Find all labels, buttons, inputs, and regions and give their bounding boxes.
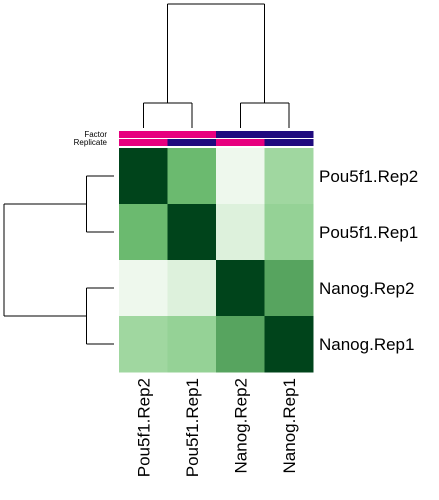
heatmap-cell: [167, 316, 217, 373]
row-label: Pou5f1.Rep1: [319, 223, 418, 242]
heatmap-cell: [264, 260, 314, 317]
annotation-labels: Factor Replicate: [74, 130, 108, 147]
column-label: Pou5f1.Rep1: [183, 378, 202, 477]
heatmap-cell: [264, 148, 314, 205]
annotation-bars: [119, 131, 314, 146]
column-label: Nanog.Rep1: [280, 378, 299, 473]
annotation-cell-replicate: [216, 139, 265, 146]
heatmap-cell: [216, 260, 265, 317]
annotation-cell-replicate: [167, 139, 217, 146]
annotation-label-factor: Factor: [84, 130, 107, 139]
annotation-cell-replicate: [119, 139, 168, 146]
heatmap-cell: [119, 204, 168, 261]
heatmap-cell: [167, 204, 217, 261]
heatmap-cell: [264, 204, 314, 261]
column-label: Pou5f1.Rep2: [134, 378, 153, 477]
column-dendrogram: [142, 3, 290, 128]
heatmap-cell: [216, 204, 265, 261]
row-dendrogram: [3, 175, 114, 345]
annotation-cell-factor: [216, 131, 265, 138]
row-labels: Pou5f1.Rep2 Pou5f1.Rep1 Nanog.Rep2 Nanog…: [319, 167, 418, 354]
annotation-cell-factor: [119, 131, 168, 138]
annotation-label-replicate: Replicate: [74, 138, 108, 147]
row-label: Nanog.Rep2: [319, 279, 414, 298]
heatmap-cell: [167, 148, 217, 205]
row-label: Nanog.Rep1: [319, 335, 414, 354]
heatmap-cell: [216, 148, 265, 205]
row-label: Pou5f1.Rep2: [319, 167, 418, 186]
heatmap-cells: [119, 148, 314, 373]
annotation-cell-factor: [264, 131, 314, 138]
annotation-cell-factor: [167, 131, 217, 138]
heatmap-cell: [119, 316, 168, 373]
heatmap-cell: [264, 316, 314, 373]
heatmap-cell: [216, 316, 265, 373]
column-label: Nanog.Rep2: [231, 378, 250, 473]
annotation-cell-replicate: [264, 139, 314, 146]
heatmap-cell: [167, 260, 217, 317]
heatmap-cell: [119, 148, 168, 205]
column-labels: Pou5f1.Rep2 Pou5f1.Rep1 Nanog.Rep2 Nanog…: [134, 378, 299, 477]
heatmap-cell: [119, 260, 168, 317]
